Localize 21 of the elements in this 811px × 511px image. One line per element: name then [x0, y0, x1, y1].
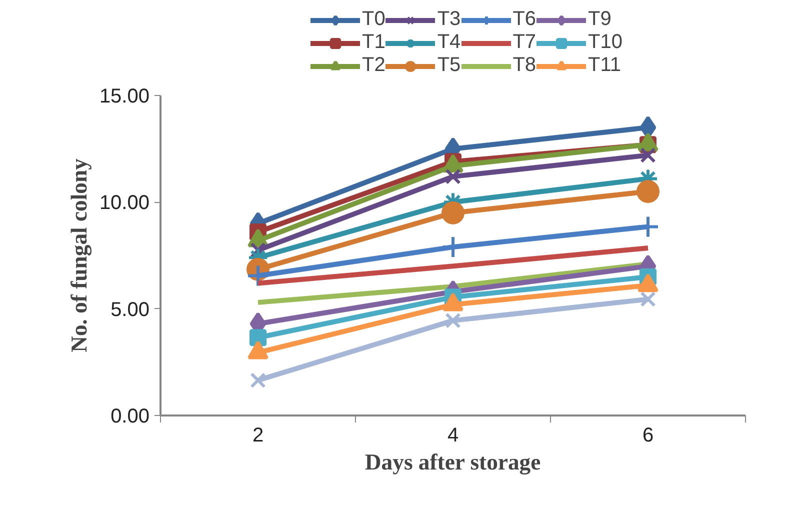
x-tick-label: 2 — [252, 424, 264, 446]
legend-label: T4 — [437, 31, 461, 54]
legend-label: T6 — [512, 8, 536, 31]
legend-label: T9 — [588, 8, 612, 31]
y-tick-label: 0.00 — [110, 406, 150, 428]
legend-label: T2 — [362, 54, 386, 77]
y-tick-label: 10.00 — [99, 192, 150, 214]
x-axis-title: Days after storage — [364, 450, 541, 474]
x-tick-label: 4 — [447, 424, 459, 446]
x-tick-label: 6 — [642, 424, 654, 446]
legend-label: T8 — [512, 54, 536, 77]
legend-label: T1 — [362, 31, 386, 54]
y-tick-label: 5.00 — [110, 298, 150, 321]
legend-label: T3 — [437, 8, 461, 31]
legend-label: T11 — [588, 54, 622, 77]
legend-label: T5 — [437, 54, 461, 77]
y-axis-title: No. of fungal colony — [66, 158, 92, 352]
legend-label: T10 — [588, 31, 622, 54]
legend-label: T7 — [512, 31, 536, 54]
legend-label: T0 — [362, 8, 386, 31]
y-tick-label: 15.00 — [99, 86, 150, 108]
